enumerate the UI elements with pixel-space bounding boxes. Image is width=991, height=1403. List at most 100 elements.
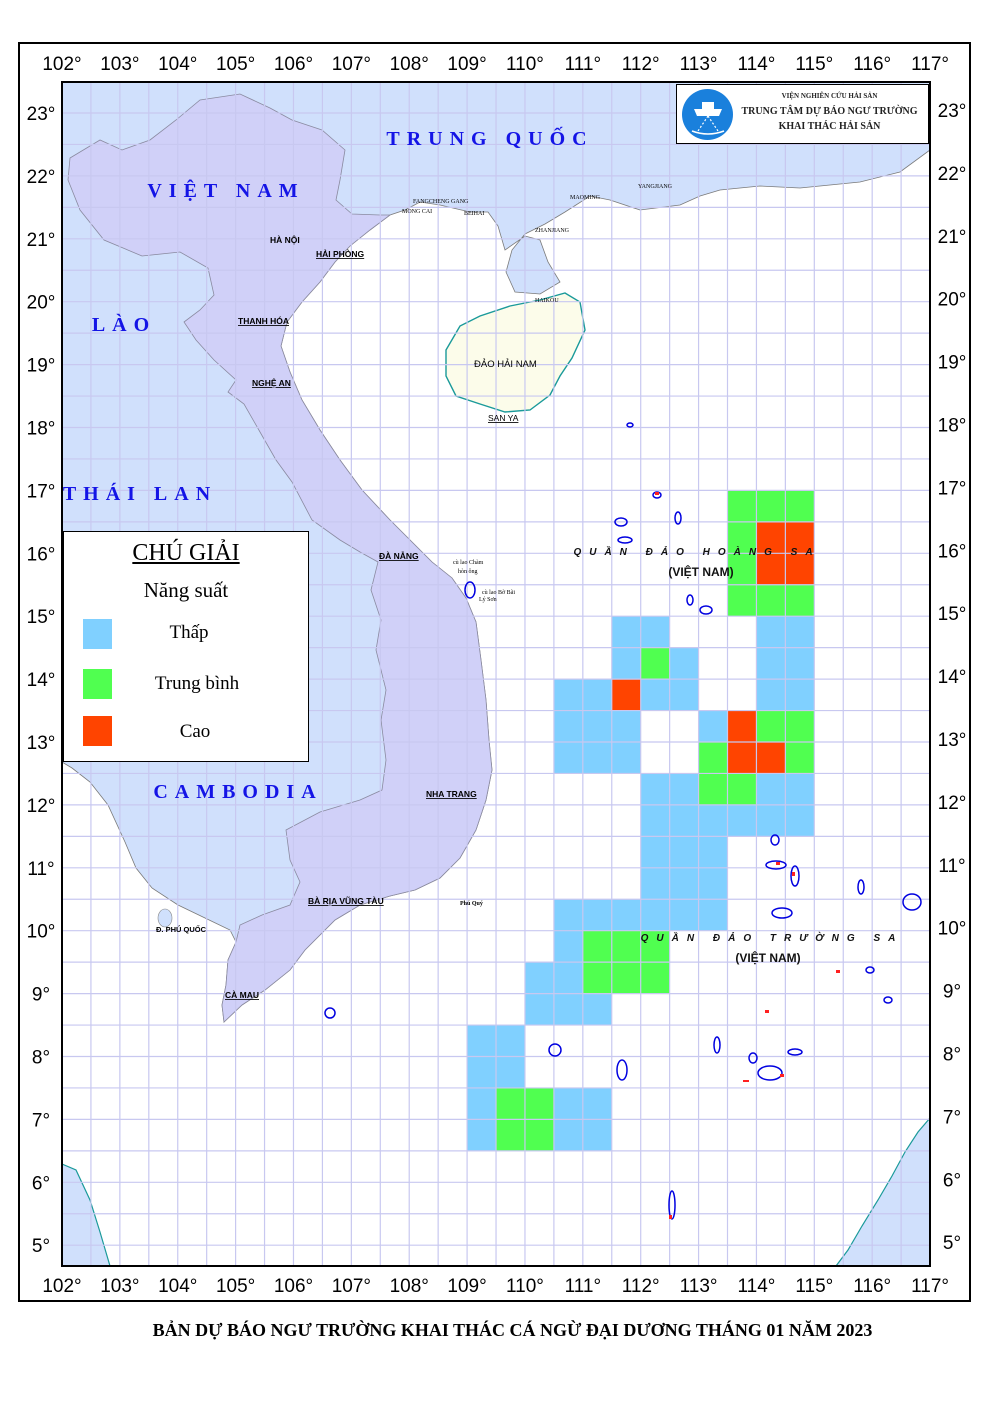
forecast-cell-high	[756, 553, 786, 585]
forecast-cell-low	[524, 993, 554, 1026]
forecast-cell-medium	[785, 584, 815, 617]
forecast-cell-low	[669, 679, 699, 711]
island-marker	[787, 1048, 803, 1056]
lon-tick-label: 114°	[737, 1276, 775, 1297]
forecast-cell-medium	[611, 962, 641, 994]
forecast-cell-medium	[524, 1087, 554, 1120]
forecast-cell-low	[553, 710, 583, 742]
forecast-cell-low	[496, 1025, 525, 1057]
label-hoangsa-country: (VIỆT NAM)	[668, 564, 733, 579]
lat-tick-label: 23°	[27, 104, 56, 125]
lat-tick-label: 8°	[32, 1048, 50, 1069]
lat-tick-label: 8°	[943, 1045, 961, 1066]
forecast-cell-high	[611, 679, 641, 711]
lon-tick-label: 113°	[680, 1276, 718, 1297]
lat-tick-label: 12°	[27, 796, 56, 817]
forecast-cell-high	[727, 710, 757, 742]
forecast-cell-low	[553, 899, 583, 931]
forecast-cell-low	[553, 742, 583, 774]
lat-tick-label: 11°	[27, 859, 54, 880]
forecast-cell-medium	[496, 1119, 525, 1151]
lat-tick-label: 13°	[27, 733, 56, 754]
label-china: TRUNG QUỐC	[386, 126, 593, 150]
lat-tick-label: 21°	[27, 230, 56, 251]
forecast-cell-low	[467, 1056, 497, 1088]
lat-tick-label: 17°	[27, 481, 56, 502]
lat-tick-label: 10°	[938, 919, 967, 940]
forecast-cell-low	[669, 773, 699, 805]
legend-label-high: Cao	[179, 721, 211, 742]
legend-title: CHÚ GIẢI	[64, 540, 308, 567]
forecast-cell-low	[553, 1119, 583, 1151]
label-camau: CÀ MAU	[225, 990, 259, 1000]
forecast-cell-high	[785, 521, 815, 554]
forecast-cell-medium	[582, 930, 612, 963]
borneo-land	[835, 1117, 930, 1266]
forecast-cell-medium	[640, 930, 670, 963]
forecast-cell-low	[611, 899, 641, 931]
forecast-cell-low	[611, 742, 641, 774]
lat-tick-label: 19°	[27, 356, 56, 377]
forecast-cell-low	[553, 679, 583, 711]
forecast-cell-low	[698, 867, 728, 900]
label-hoangsa: QUẦN ĐẢO HOÀNG SA	[573, 545, 820, 558]
label-hanoi: HÀ NỘI	[270, 234, 300, 245]
forecast-cell-high	[756, 742, 786, 774]
grid-lines	[62, 82, 930, 1266]
island-marker	[771, 907, 793, 919]
forecast-cell-low	[640, 773, 670, 805]
island-marker	[883, 996, 893, 1004]
lat-tick-label: 14°	[938, 667, 967, 688]
institute-logo-box: VIỆN NGHIÊN CỨU HẢI SẢN TRUNG TÂM DỰ BÁO…	[676, 84, 929, 144]
lat-tick-label: 15°	[938, 604, 967, 625]
lat-tick-label: 12°	[938, 793, 967, 814]
label-phuquy: Phú Quý	[460, 901, 483, 907]
lat-tick-label: 22°	[938, 164, 967, 185]
lon-tick-label: 111°	[565, 1276, 601, 1297]
island-marker	[324, 1007, 336, 1019]
lon-tick-label: 108°	[390, 1276, 429, 1297]
forecast-cell-low	[553, 993, 583, 1026]
forecast-cell-low	[727, 804, 757, 837]
forecast-cell-low	[553, 962, 583, 994]
forecast-cell-low	[669, 899, 699, 931]
island-marker	[674, 511, 682, 525]
label-thailand: THÁI LAN	[63, 482, 217, 505]
lat-tick-label: 6°	[32, 1173, 50, 1194]
label-hainan: ĐẢO HẢI NAM	[474, 358, 537, 370]
island-marker	[857, 879, 865, 895]
label-culaocham: cù lao Chàm	[453, 560, 484, 566]
label-culaobobai: cù lao Bờ Bãi	[482, 590, 515, 596]
forecast-cell-low	[756, 804, 786, 837]
lon-tick-label: 114°	[737, 54, 775, 75]
forecast-cell-low	[785, 804, 815, 837]
lat-tick-label: 7°	[32, 1110, 50, 1131]
phu-quoc-island	[157, 908, 173, 928]
label-mongcai: MONG CAI	[402, 209, 432, 215]
lat-tick-label: 5°	[32, 1236, 50, 1257]
forecast-cell-low	[553, 930, 583, 963]
forecast-cell-low	[785, 679, 815, 711]
forecast-cell-medium	[640, 962, 670, 994]
island-highlights	[655, 492, 840, 1219]
lat-tick-label: 18°	[27, 419, 56, 440]
lat-tick-label: 22°	[27, 167, 56, 188]
forecast-cell-low	[640, 616, 670, 648]
map-frame	[18, 42, 971, 1302]
forecast-cell-low	[785, 773, 815, 805]
forecast-cell-low	[756, 679, 786, 711]
label-truongsa-country: (VIỆT NAM)	[735, 950, 800, 965]
forecast-cell-low	[611, 710, 641, 742]
forecast-cell-low	[669, 647, 699, 680]
forecast-cell-low	[640, 836, 670, 868]
lat-tick-label: 16°	[938, 541, 967, 562]
label-thanhhoa: THANH HÓA	[238, 315, 289, 326]
forecast-cell-high	[756, 521, 786, 554]
forecast-cell-medium	[785, 742, 815, 774]
lon-tick-label: 110°	[506, 1276, 544, 1297]
forecast-cell-medium	[756, 490, 786, 522]
island-marker	[713, 1036, 721, 1054]
forecast-cell-low	[611, 647, 641, 680]
forecast-cell-medium	[727, 773, 757, 805]
lon-tick-label: 117°	[911, 54, 949, 75]
